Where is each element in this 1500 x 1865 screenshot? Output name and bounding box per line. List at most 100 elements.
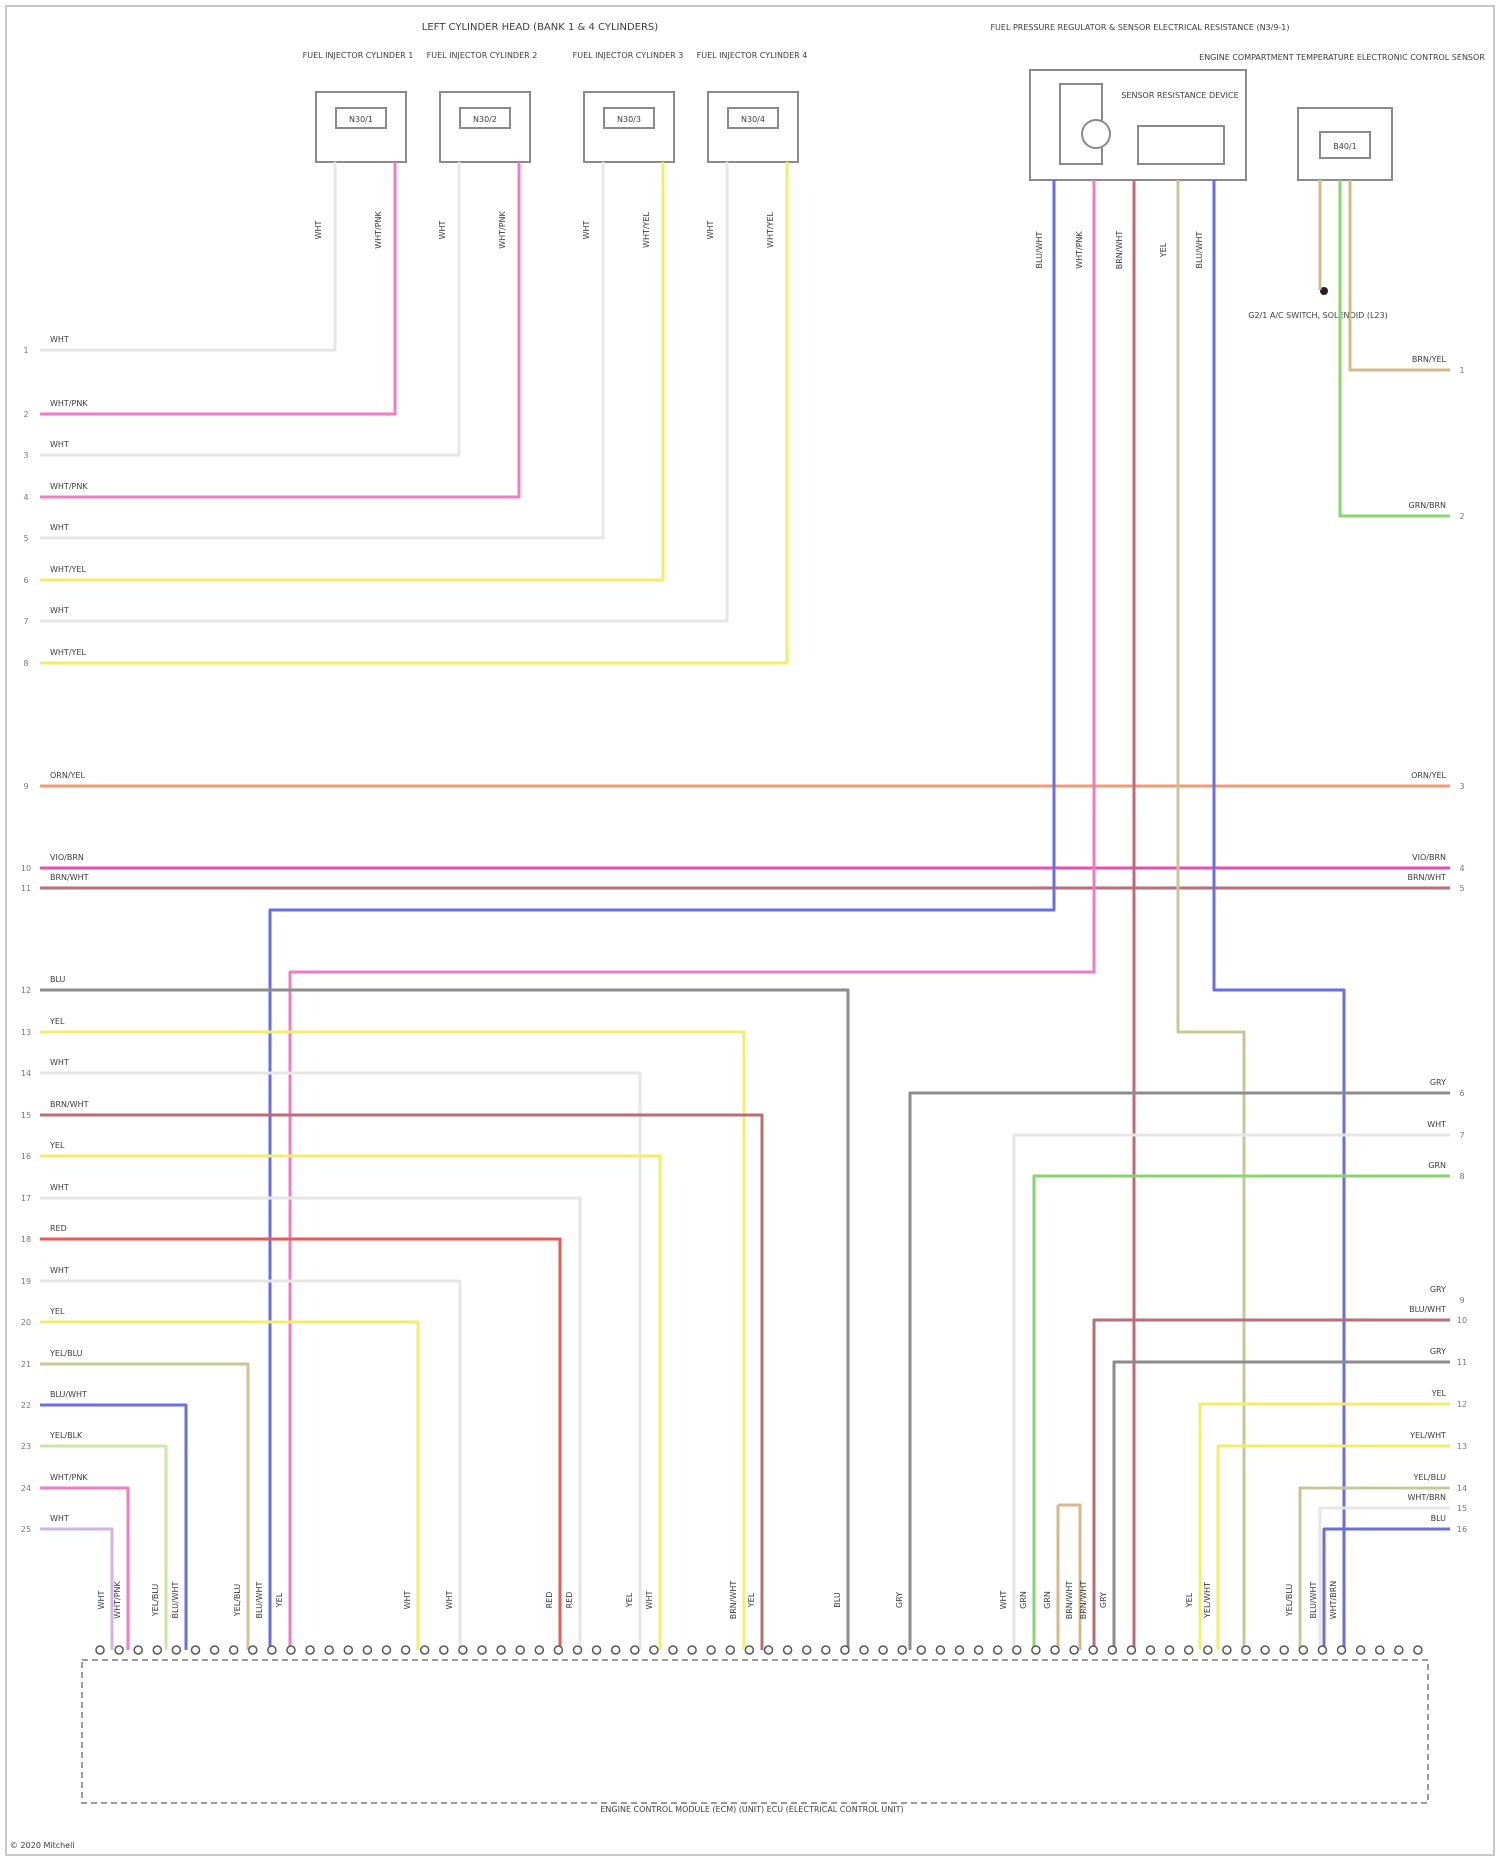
right-component-label: FUEL PRESSURE REGULATOR & SENSOR ELECTRI… xyxy=(990,23,1289,32)
injector-signal-wire xyxy=(40,162,521,499)
left-wire-label: WHT xyxy=(50,1183,69,1192)
left-wire-label: WHT xyxy=(50,440,69,449)
sensor-wire-pink xyxy=(288,180,1096,1650)
ground-junction-dot xyxy=(1320,287,1328,295)
ecu-pin xyxy=(840,1645,850,1655)
ecu-pin-label: WHT xyxy=(97,1590,106,1609)
ecu-pin xyxy=(305,1645,315,1655)
left-wire-number: 24 xyxy=(21,1484,31,1493)
injector-labels: FUEL INJECTOR CYLINDER 1 FUEL INJECTOR C… xyxy=(303,51,808,60)
left-wire-number: 7 xyxy=(23,617,28,626)
left-wire-number: 14 xyxy=(21,1069,31,1078)
left-wire-number: 13 xyxy=(21,1028,31,1037)
ecu-pin-label: BRN/WHT xyxy=(1065,1581,1074,1620)
left-wire-label: YEL/BLU xyxy=(49,1349,83,1358)
ecu-pin-label: GRY xyxy=(1099,1592,1108,1608)
injector-feed-wire xyxy=(40,162,729,623)
ecu-pin xyxy=(1107,1645,1118,1655)
ecu-feed-wire xyxy=(40,1237,562,1650)
sensor-wire-label: YEL xyxy=(1159,242,1168,258)
ecu-feed-wire xyxy=(40,1486,130,1650)
right-wire-label: ORN/YEL xyxy=(1411,771,1446,780)
diagram-frame xyxy=(5,5,1495,1856)
ecu-pin xyxy=(133,1645,143,1655)
ecu-pin xyxy=(821,1645,831,1655)
injector-wire-label: WHT/YEL xyxy=(766,212,775,248)
ecu-pin xyxy=(1317,1645,1328,1655)
injector-4-code: N30/4 xyxy=(741,115,765,124)
ecu-pin xyxy=(1088,1645,1098,1655)
ecu-feed-wire xyxy=(40,1444,168,1650)
far-right-wire-green xyxy=(1338,180,1450,518)
ecu-pin xyxy=(190,1645,201,1655)
ecu-pin xyxy=(649,1645,659,1655)
ecu-right-feed-wire xyxy=(908,1091,1450,1650)
right-wire-number: 16 xyxy=(1457,1525,1467,1534)
injector-signal-wire xyxy=(40,162,789,665)
left-wire-label: WHT/PNK xyxy=(50,482,88,491)
far-right-component-label: ENGINE COMPARTMENT TEMPERATURE ELECTRONI… xyxy=(1199,53,1485,62)
right-wire-number: 7 xyxy=(1459,1131,1464,1140)
left-wire-label: RED xyxy=(50,1224,67,1233)
ecu-pin-label: GRY xyxy=(895,1592,904,1608)
ecu-pin xyxy=(209,1645,220,1655)
ecu-pin xyxy=(859,1645,869,1655)
ecu-pin xyxy=(954,1645,965,1655)
ecu-pin-label: BRN/WHT xyxy=(1079,1581,1088,1620)
ecu-pin-label: GRN xyxy=(1019,1591,1028,1609)
left-wire-number: 19 xyxy=(21,1277,31,1286)
injector-1-code: N30/1 xyxy=(349,115,373,124)
ecu-pin xyxy=(973,1645,984,1655)
ecu-box xyxy=(81,1659,1429,1804)
left-wire-number: 25 xyxy=(21,1525,31,1534)
left-wire-number: 1 xyxy=(23,346,28,355)
right-wire-label: GRN xyxy=(1428,1161,1446,1170)
ecu-pin xyxy=(496,1645,506,1655)
left-wire-number: 21 xyxy=(21,1360,31,1369)
ecu-pin xyxy=(668,1645,678,1655)
left-wire-label: WHT xyxy=(50,523,69,532)
ecu-pin xyxy=(916,1645,927,1655)
left-wire-label: VIO/BRN xyxy=(50,853,84,862)
ecu-feed-wire xyxy=(40,1279,462,1650)
ecu-pin xyxy=(763,1645,774,1655)
left-wire-label: YEL xyxy=(49,1141,65,1150)
right-wire-number: 15 xyxy=(1457,1504,1467,1513)
left-wire-number: 6 xyxy=(23,576,28,585)
ecu-pin-label: RED xyxy=(565,1592,574,1609)
sensor-wire-label: WHT/PNK xyxy=(1075,230,1084,268)
ecu-feed-wire xyxy=(40,1113,764,1650)
ecu-pin xyxy=(248,1645,258,1655)
ecu-right-feed-wire xyxy=(1032,1174,1450,1650)
ecu-pin xyxy=(400,1645,411,1655)
left-wire-number: 22 xyxy=(21,1401,31,1410)
wires-layer xyxy=(40,162,1450,1650)
right-wire-label: YEL/WHT xyxy=(1409,1431,1446,1440)
ecu-pin xyxy=(1413,1645,1423,1655)
sensor-wire-olive xyxy=(1176,180,1246,1650)
right-wire-label: YEL xyxy=(1431,1389,1447,1398)
injector-signal-wire xyxy=(40,162,665,582)
ecu-pin-label: YEL xyxy=(747,1592,756,1608)
ecu-pin-label: YEL/BLU xyxy=(151,1584,160,1618)
ecu-pin-label: WHT/PNK xyxy=(113,1580,122,1618)
ecu-pin xyxy=(1374,1645,1385,1655)
ecu-feed-wire xyxy=(40,1362,250,1650)
left-wire-label: WHT xyxy=(50,1058,69,1067)
ecu-pin xyxy=(1050,1645,1060,1655)
ecu-pin xyxy=(228,1645,239,1655)
left-wire-label: WHT xyxy=(50,335,69,344)
left-wire-label: YEL/BLK xyxy=(49,1431,83,1440)
right-wire-number: 9 xyxy=(1459,1296,1464,1305)
ecu-pin xyxy=(1164,1645,1175,1655)
ecu-pin xyxy=(419,1645,430,1655)
left-wire-number: 2 xyxy=(23,410,28,419)
right-wire-number: 6 xyxy=(1459,1089,1464,1098)
ecu-pin xyxy=(515,1645,525,1655)
ecu-pin-label: RED xyxy=(545,1592,554,1609)
right-wire-number: 2 xyxy=(1459,512,1464,521)
ecu-pin xyxy=(630,1645,640,1655)
right-wire-label: GRY xyxy=(1430,1078,1446,1087)
ecu-right-feed-wire xyxy=(1112,1360,1450,1650)
